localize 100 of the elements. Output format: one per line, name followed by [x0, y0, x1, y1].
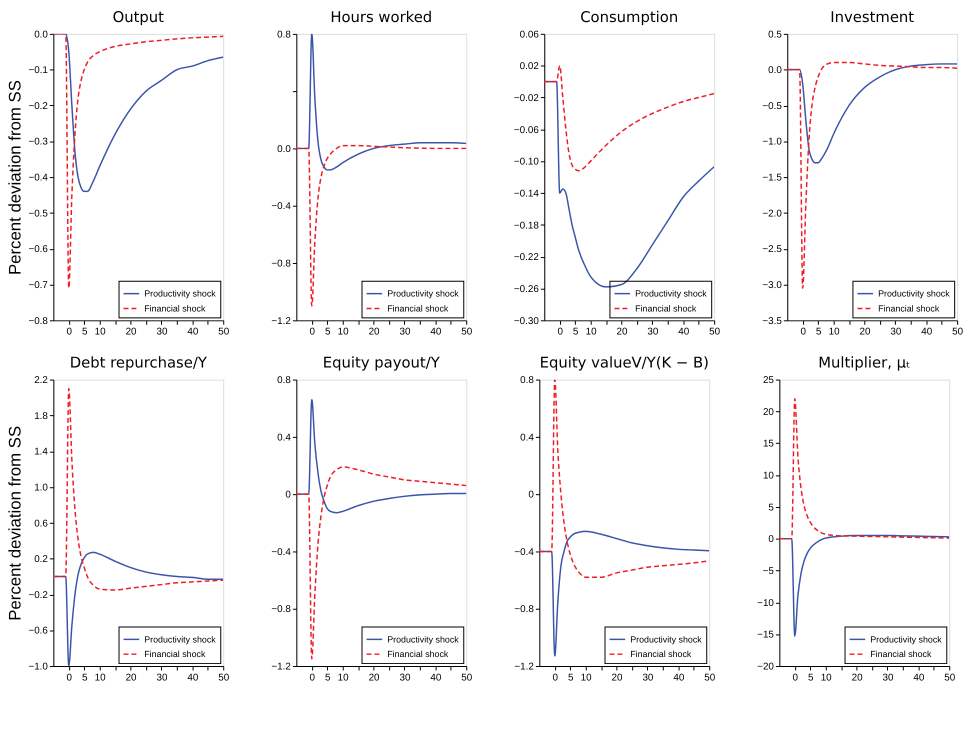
chart-title: Hours worked: [330, 9, 432, 26]
chart-title: Consumption: [580, 9, 678, 26]
y-tick-label: −0.2: [28, 590, 48, 601]
y-tick-label: 0.0: [277, 144, 292, 155]
y-tick-label: −20: [757, 661, 774, 672]
x-tick-label: 50: [461, 326, 473, 338]
y-tick-label: −5: [762, 566, 774, 578]
line-series: [296, 466, 466, 660]
chart-title: Equity payout/Y: [322, 354, 441, 372]
y-tick-label: −1.2: [271, 661, 291, 672]
legend-label: Financial shock: [387, 649, 449, 660]
y-tick-label: 0.5: [768, 29, 782, 40]
y-tick-label: 0.06: [520, 29, 540, 40]
y-tick-label: −0.6: [28, 626, 48, 637]
chart-title: Multiplier, μₜ: [818, 354, 910, 372]
y-tick-label: −0.1: [28, 65, 48, 76]
y-tick-label: −0.7: [28, 280, 48, 291]
legend-label: Productivity shock: [878, 288, 950, 299]
x-tick-label: 5: [568, 672, 574, 684]
x-tick-label: 10: [586, 326, 598, 338]
x-tick-label: 20: [616, 326, 628, 338]
line-series: [53, 34, 224, 289]
x-tick-label: 0: [310, 672, 316, 684]
legend-label: Productivity shock: [635, 288, 708, 299]
y-tick-label: −0.4: [271, 201, 292, 212]
x-tick-label: 5: [808, 672, 814, 684]
legend-label: Financial shock: [635, 303, 697, 314]
x-tick-label: 50: [461, 672, 473, 684]
line-series: [787, 62, 958, 289]
legend-label: Financial shock: [144, 303, 206, 314]
y-tick-label: 1.4: [34, 446, 48, 458]
x-tick-label: 5: [816, 326, 822, 338]
y-tick-label: 0.02: [520, 61, 539, 72]
y-tick-label: −2.5: [762, 244, 782, 256]
x-tick-label: 20: [852, 672, 864, 684]
y-tick-label: −0.5: [762, 100, 782, 112]
y-tick-label: 0.8: [520, 375, 534, 386]
y-tick-label: 0.0: [34, 29, 48, 40]
x-tick-label: 10: [820, 672, 832, 684]
y-tick-label: −15: [757, 630, 774, 641]
line-series: [296, 144, 466, 307]
x-tick-label: 20: [126, 326, 138, 338]
y-tick-label: −0.30: [514, 316, 540, 327]
x-tick-label: 20: [612, 672, 624, 684]
y-tick-label: 0: [528, 490, 534, 501]
x-tick-label: 20: [368, 326, 380, 338]
x-tick-label: 30: [882, 672, 894, 684]
x-tick-label: 0: [552, 672, 559, 684]
legend-label: Productivity shock: [144, 288, 216, 299]
y-tick-label: −1.2: [271, 316, 291, 327]
x-tick-label: 10: [338, 326, 350, 338]
x-tick-label: 30: [890, 326, 902, 338]
x-tick-label: 0: [800, 326, 806, 338]
legend-label: Productivity shock: [630, 634, 702, 644]
chart-title: Output: [112, 9, 164, 26]
x-tick-label: 40: [187, 326, 199, 338]
y-axis-title: Percent deviation from SS: [6, 426, 25, 621]
y-tick-label: 0.2: [34, 554, 48, 566]
x-tick-label: 50: [952, 326, 964, 338]
x-tick-label: 0: [66, 672, 73, 684]
y-tick-label: −3.5: [762, 316, 782, 327]
y-tick-label: −0.8: [271, 258, 292, 270]
y-tick-label: 1.8: [34, 410, 48, 422]
x-tick-label: 30: [399, 326, 411, 338]
x-tick-label: 50: [944, 672, 956, 684]
y-tick-label: 0: [285, 490, 292, 501]
legend-label: Financial shock: [144, 649, 206, 660]
x-tick-label: 20: [126, 672, 138, 684]
y-tick-label: −0.6: [28, 244, 48, 256]
x-tick-label: 50: [704, 672, 716, 684]
x-tick-label: 30: [156, 326, 168, 338]
y-tick-label: 0: [768, 534, 774, 546]
y-tick-label: −0.8: [514, 604, 534, 616]
line-series: [544, 64, 714, 172]
y-tick-label: 1.0: [34, 482, 48, 494]
y-tick-label: −10: [757, 598, 774, 609]
y-tick-label: −0.26: [514, 284, 540, 295]
y-tick-label: 0.0: [768, 65, 782, 76]
y-tick-label: −0.06: [514, 124, 540, 136]
legend-label: Productivity shock: [387, 288, 460, 299]
y-tick-label: −2.0: [762, 208, 782, 220]
x-tick-label: 30: [642, 672, 654, 684]
legend-label: Financial shock: [878, 303, 940, 314]
y-tick-label: −0.4: [28, 172, 48, 184]
line-series: [779, 398, 950, 540]
y-tick-label: −1.0: [762, 136, 782, 148]
x-tick-label: 50: [218, 326, 230, 338]
y-tick-label: −0.4: [271, 546, 292, 558]
x-tick-label: 10: [338, 672, 350, 684]
x-tick-label: 0: [792, 672, 799, 684]
y-tick-label: 20: [762, 406, 774, 418]
x-tick-label: 40: [430, 326, 442, 338]
x-tick-label: 40: [913, 672, 925, 684]
x-tick-label: 5: [324, 672, 331, 684]
y-tick-label: −0.14: [514, 188, 540, 200]
x-tick-label: 30: [156, 672, 168, 684]
x-tick-label: 40: [678, 326, 690, 338]
legend-label: Productivity shock: [387, 634, 460, 644]
y-tick-label: 25: [762, 375, 774, 386]
y-tick-label: −1.2: [514, 661, 534, 672]
